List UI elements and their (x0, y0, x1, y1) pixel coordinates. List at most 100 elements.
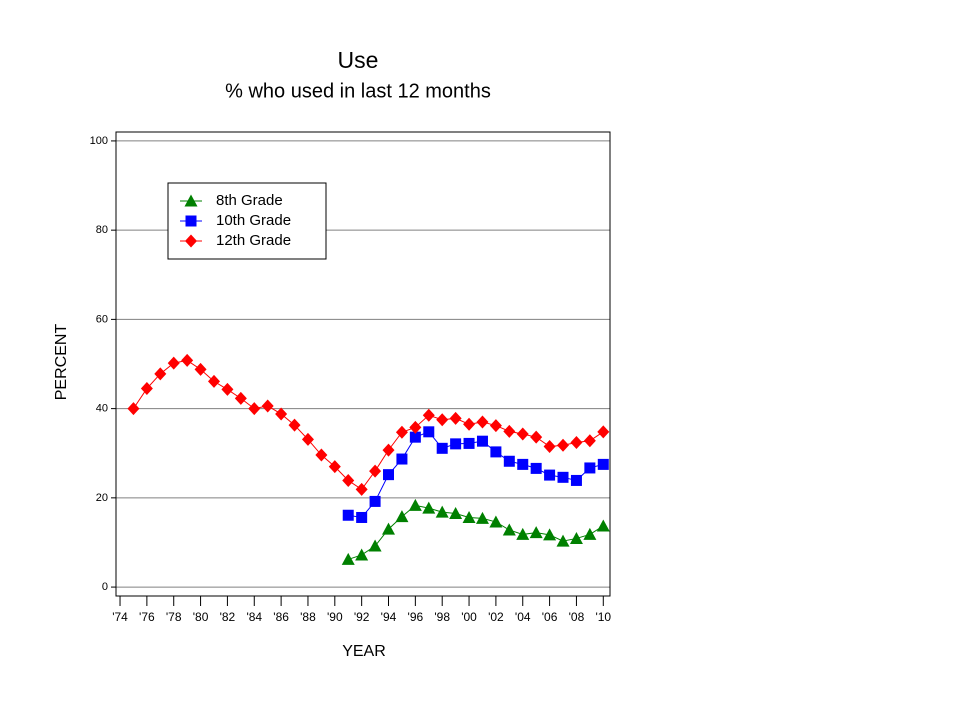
x-tick-label: '78 (166, 610, 182, 624)
marker (248, 402, 261, 416)
marker (529, 526, 543, 539)
marker (275, 407, 288, 421)
x-tick-label: '80 (193, 610, 209, 624)
marker (221, 382, 234, 396)
marker (597, 458, 609, 470)
marker (463, 437, 475, 449)
marker (408, 498, 422, 511)
marker (476, 435, 488, 447)
y-tick-label: 100 (90, 135, 108, 147)
marker (369, 464, 382, 478)
marker (503, 424, 516, 438)
marker (596, 519, 610, 532)
marker (517, 458, 529, 470)
marker (383, 469, 395, 481)
marker (490, 446, 502, 458)
marker (463, 417, 476, 431)
marker (342, 509, 354, 521)
marker (570, 436, 583, 450)
marker (556, 534, 570, 547)
marker (356, 511, 368, 523)
x-tick-label: '76 (139, 610, 155, 624)
y-tick-label: 80 (96, 224, 108, 236)
marker (584, 462, 596, 474)
marker (476, 415, 489, 429)
x-tick-label: '02 (488, 610, 504, 624)
x-tick-label: '98 (434, 610, 450, 624)
chart-subtitle: % who used in last 12 months (225, 80, 491, 102)
marker (395, 425, 408, 439)
marker (557, 471, 569, 483)
marker (435, 505, 449, 518)
x-tick-label: '06 (542, 610, 558, 624)
marker (409, 431, 421, 443)
marker (167, 356, 180, 370)
x-axis-label: YEAR (342, 643, 386, 660)
marker (185, 215, 197, 227)
y-tick-label: 0 (102, 581, 108, 593)
x-tick-label: '86 (273, 610, 289, 624)
x-tick-label: '74 (112, 610, 128, 624)
marker (395, 510, 409, 523)
marker (396, 453, 408, 465)
x-tick-label: '08 (569, 610, 585, 624)
x-tick-label: '92 (354, 610, 370, 624)
marker (583, 527, 597, 540)
marker (543, 440, 556, 454)
marker (436, 413, 449, 427)
marker (502, 523, 516, 536)
legend-label: 10th Grade (216, 212, 291, 229)
marker (315, 448, 328, 462)
marker (127, 402, 140, 416)
x-tick-label: '00 (461, 610, 477, 624)
marker (436, 442, 448, 454)
x-tick-label: '94 (381, 610, 397, 624)
marker (450, 438, 462, 450)
legend-label: 8th Grade (216, 192, 283, 209)
marker (234, 391, 247, 405)
marker (154, 367, 167, 381)
marker (140, 382, 153, 396)
marker (422, 501, 436, 514)
marker (382, 522, 396, 535)
marker (355, 548, 369, 561)
marker (516, 527, 530, 540)
marker (181, 353, 194, 367)
marker (341, 552, 355, 565)
marker (489, 515, 503, 528)
marker (369, 495, 381, 507)
chart-title: Use (338, 47, 379, 73)
x-tick-label: '82 (220, 610, 236, 624)
marker (475, 511, 489, 524)
marker (207, 374, 220, 388)
x-tick-label: '10 (595, 610, 611, 624)
y-axis-label: PERCENT (53, 324, 70, 401)
marker (382, 443, 395, 457)
marker (557, 438, 570, 452)
x-tick-label: '04 (515, 610, 531, 624)
marker (449, 506, 463, 519)
x-tick-label: '96 (408, 610, 424, 624)
marker (422, 408, 435, 422)
marker (301, 432, 314, 446)
y-tick-label: 20 (96, 492, 108, 504)
marker (355, 482, 368, 496)
y-tick-label: 40 (96, 403, 108, 415)
marker (328, 460, 341, 474)
marker (489, 419, 502, 433)
x-tick-label: '84 (246, 610, 262, 624)
marker (288, 418, 301, 432)
marker (583, 434, 596, 448)
marker (449, 411, 462, 425)
marker (342, 473, 355, 487)
x-tick-label: '90 (327, 610, 343, 624)
marker (261, 399, 274, 413)
marker (368, 539, 382, 552)
marker (503, 455, 515, 467)
legend-label: 12th Grade (216, 232, 291, 249)
marker (570, 474, 582, 486)
marker (530, 462, 542, 474)
marker (462, 510, 476, 523)
marker (543, 528, 557, 541)
